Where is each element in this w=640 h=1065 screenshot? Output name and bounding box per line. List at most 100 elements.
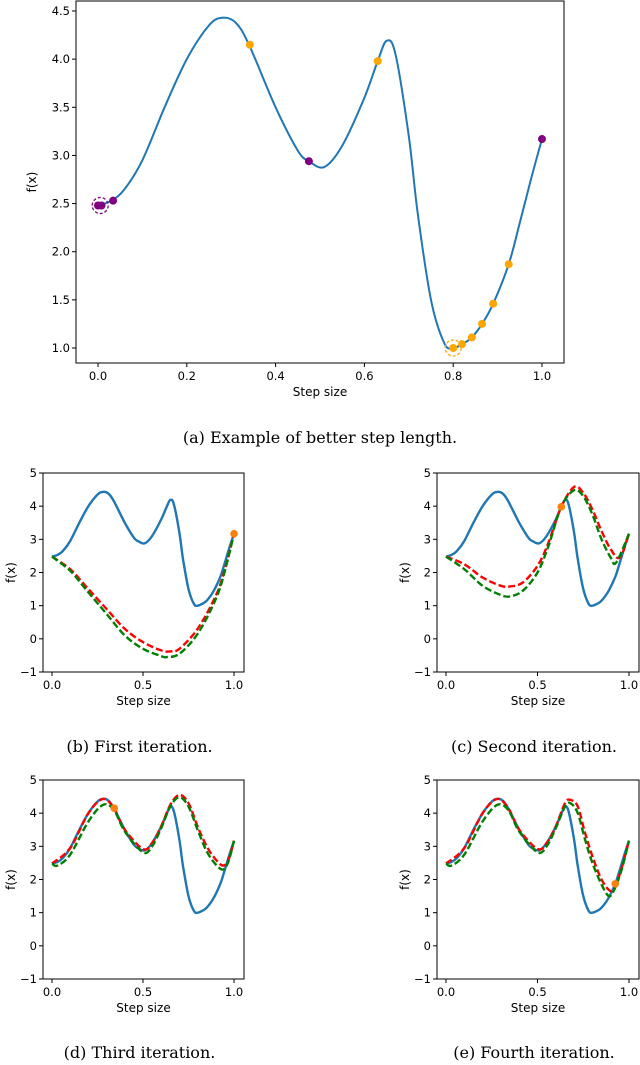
y-tick-label: 0	[424, 939, 431, 953]
y-axis-label: f(x)	[398, 869, 412, 890]
green-model-curve	[51, 533, 236, 659]
y-axis-label: f(x)	[25, 172, 39, 193]
plot-area	[51, 490, 238, 659]
y-tick-label: 3	[424, 532, 431, 546]
x-tick-label: 0.5	[134, 985, 152, 999]
y-tick-label: 0	[30, 939, 37, 953]
x-tick-label: 1.0	[620, 985, 638, 999]
plot-area	[445, 797, 631, 915]
y-tick-label: 1	[424, 599, 431, 613]
data-point	[97, 201, 106, 210]
y-tick-label: −1	[20, 972, 37, 986]
axes-frame	[436, 779, 640, 980]
data-point	[478, 319, 487, 328]
x-tick-label: 1.0	[225, 678, 243, 692]
data-point	[504, 260, 513, 269]
y-tick-label: −1	[414, 972, 431, 986]
y-tick-label: 3	[30, 532, 37, 546]
axes-frame	[75, 0, 565, 364]
x-axis-label: Step size	[511, 694, 565, 708]
highlight-circle	[91, 196, 109, 215]
y-tick-label: 2.5	[52, 197, 70, 211]
subplot-d: 0.0 0.5 1.0 −1 0 1 2 3 4 5 Step size f(x) (d) Third …	[4, 773, 245, 1062]
data-point	[538, 135, 546, 144]
subplot-c: 0.0 0.5 1.0 −1 0 1 2 3 4 5 Step size f(x) (c) Second…	[398, 466, 640, 756]
data-point	[489, 299, 498, 308]
y-axis-label: f(x)	[4, 562, 18, 583]
x-tick-label: 0.0	[437, 678, 455, 692]
plot-area	[91, 16, 546, 357]
y-tick-label: 1	[30, 599, 37, 613]
y-tick-label: 2	[30, 566, 37, 580]
y-tick-label: 3.5	[52, 100, 70, 114]
y-tick-label: 2	[30, 873, 37, 887]
y-tick-label: 3	[30, 839, 37, 853]
y-tick-label: 1	[30, 906, 37, 920]
y-tick-label: 1.5	[52, 293, 70, 307]
function-curve	[97, 16, 543, 350]
red-model-curve	[445, 797, 631, 893]
y-tick-label: 5	[30, 466, 37, 480]
green-model-curve	[445, 488, 631, 598]
y-tick-label: 1.0	[52, 341, 70, 355]
x-axis-label: Step size	[511, 1001, 565, 1015]
axes-frame	[42, 779, 245, 980]
function-curve	[51, 490, 236, 608]
y-tick-label: 3	[424, 839, 431, 853]
data-point	[230, 529, 238, 538]
x-tick-label: 1.0	[533, 369, 551, 383]
subfigure-caption: (d) Third iteration.	[64, 1043, 216, 1062]
data-point	[304, 157, 313, 166]
x-tick-label: 0.0	[89, 369, 107, 383]
y-tick-label: 5	[424, 466, 431, 480]
y-tick-label: 2	[424, 873, 431, 887]
function-curve	[445, 490, 631, 608]
green-model-curve	[51, 795, 236, 871]
y-tick-label: 0	[424, 632, 431, 646]
data-point	[449, 344, 458, 352]
data-point	[110, 804, 119, 812]
x-tick-label: 0.5	[134, 678, 152, 692]
y-tick-label: 5	[30, 773, 37, 787]
x-tick-label: 0.8	[444, 369, 462, 383]
y-tick-label: −1	[414, 665, 431, 679]
x-tick-label: 0.0	[43, 985, 61, 999]
y-tick-label: 4	[30, 806, 37, 820]
plot-area	[445, 485, 631, 608]
y-tick-label: 4.0	[52, 52, 70, 66]
y-tick-label: 0	[30, 632, 37, 646]
y-tick-label: 1	[424, 906, 431, 920]
green-model-curve	[445, 801, 631, 898]
x-axis-label: Step size	[293, 385, 347, 399]
x-tick-label: 1.0	[620, 678, 638, 692]
data-point	[109, 196, 118, 205]
function-curve	[445, 797, 631, 915]
x-tick-label: 0.6	[355, 369, 373, 383]
y-tick-label: 5	[424, 773, 431, 787]
y-tick-label: 2	[424, 566, 431, 580]
x-tick-label: 0.5	[528, 678, 546, 692]
y-tick-label: 4	[424, 499, 431, 513]
subplot-b: 0.0 0.5 1.0 −1 0 1 2 3 4 5 Step size f(x) (b) First …	[4, 466, 245, 756]
y-tick-label: 2.0	[52, 245, 70, 259]
data-point	[467, 333, 476, 342]
subfigure-caption: (e) Fourth iteration.	[453, 1043, 614, 1062]
x-axis-label: Step size	[116, 694, 170, 708]
y-tick-label: 3.0	[52, 148, 70, 162]
x-tick-label: 0.2	[178, 369, 196, 383]
red-model-curve	[51, 793, 236, 867]
x-axis-label: Step size	[116, 1001, 170, 1015]
y-tick-label: −1	[20, 665, 37, 679]
x-tick-label: 0.4	[266, 369, 284, 383]
red-model-curve	[51, 533, 236, 653]
y-tick-label: 4	[30, 499, 37, 513]
data-point	[611, 880, 620, 888]
data-point	[458, 340, 467, 349]
subfigure-caption: (a) Example of better step length.	[183, 428, 457, 447]
data-point	[373, 57, 382, 66]
y-tick-label: 4	[424, 806, 431, 820]
data-point	[557, 503, 566, 511]
y-axis-label: f(x)	[4, 869, 18, 890]
subfigure-caption: (c) Second iteration.	[451, 737, 617, 756]
